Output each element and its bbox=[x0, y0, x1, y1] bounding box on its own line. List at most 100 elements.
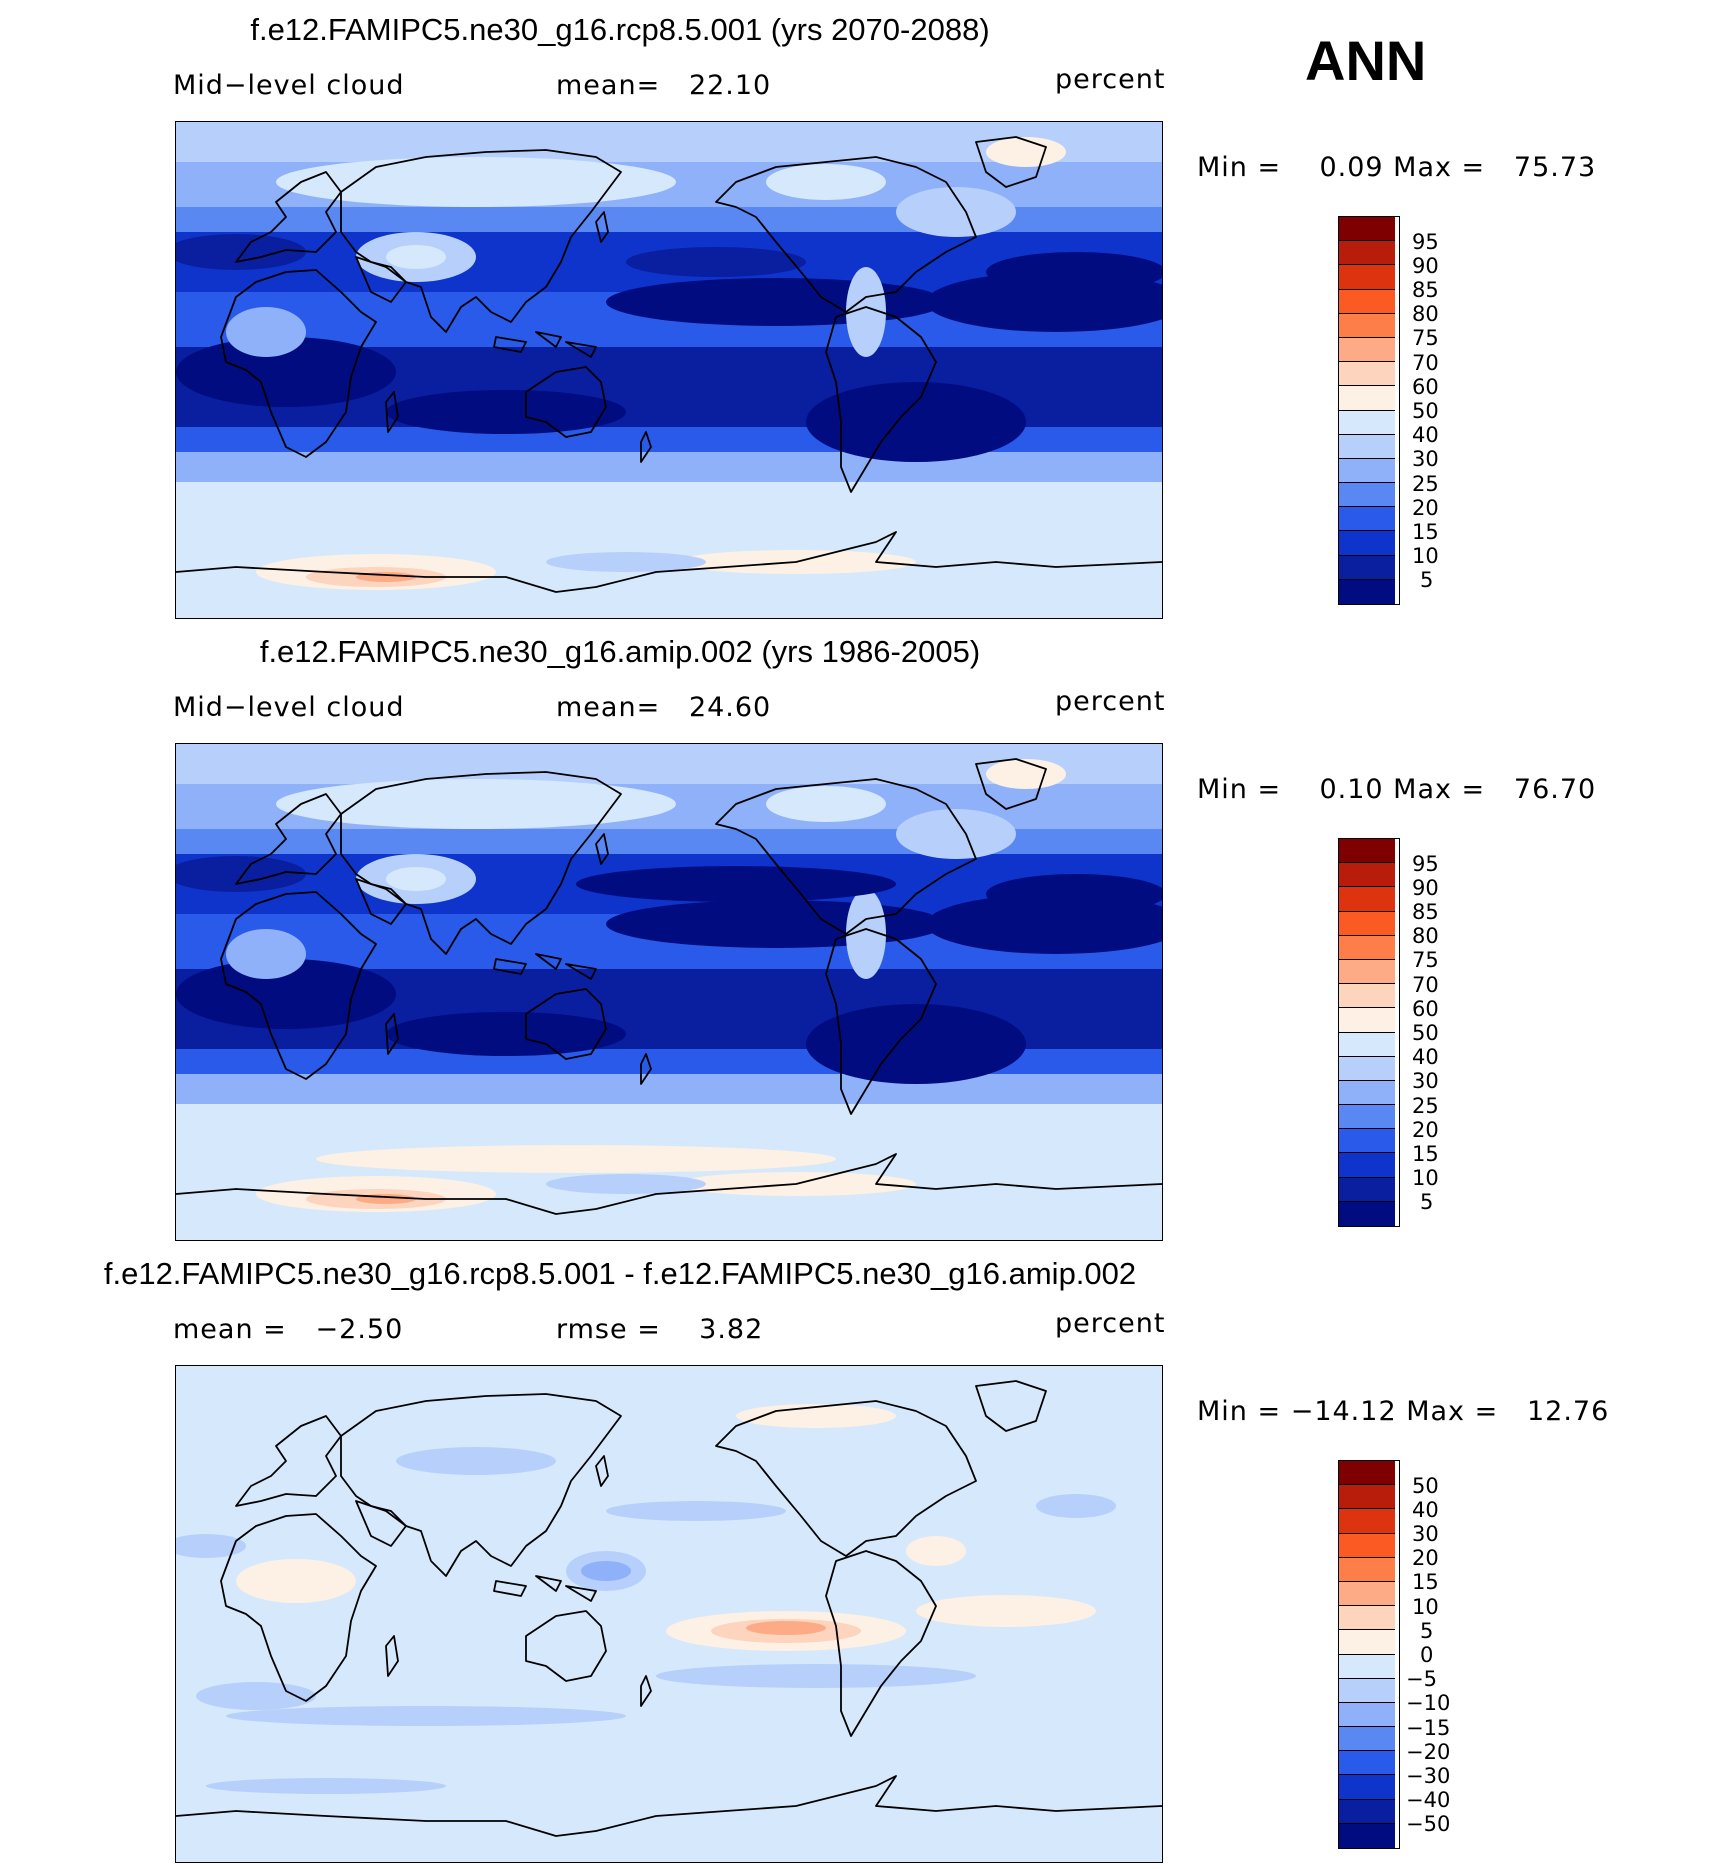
panel-difference: f.e12.FAMIPC5.ne30_g16.rcp8.5.001 - f.e1… bbox=[0, 1244, 1710, 1864]
colorbar-tick-label: 50 bbox=[1412, 399, 1439, 423]
variable-label: Mid−level cloud bbox=[173, 692, 405, 723]
colorbar-tick-label: −20 bbox=[1406, 1739, 1451, 1764]
colorbar-box bbox=[1339, 959, 1395, 985]
colorbar-box bbox=[1339, 386, 1395, 411]
colorbar-box bbox=[1339, 1533, 1395, 1558]
colorbar-box bbox=[1339, 1056, 1395, 1081]
colorbar-box bbox=[1339, 1606, 1395, 1631]
map-difference bbox=[175, 1365, 1163, 1863]
colorbar-tick-label: 70 bbox=[1412, 350, 1439, 375]
min-max-label: Min = 0.10 Max = 76.70 bbox=[1197, 774, 1597, 805]
colorbar-box bbox=[1339, 531, 1395, 556]
colorbar-tick-label: 95 bbox=[1412, 851, 1439, 876]
colorbar-tick-label: 75 bbox=[1412, 948, 1439, 973]
colorbar-box bbox=[1339, 507, 1395, 532]
colorbar-box bbox=[1339, 1751, 1395, 1776]
mean-label: mean = −2.50 bbox=[173, 1314, 404, 1345]
season-label: ANN bbox=[1305, 29, 1427, 92]
colorbar-box bbox=[1339, 1032, 1395, 1057]
colorbar-box bbox=[1339, 1461, 1395, 1486]
colorbar-box bbox=[1339, 458, 1395, 484]
colorbar-tick-label: −40 bbox=[1406, 1788, 1451, 1813]
colorbar-box bbox=[1339, 1177, 1395, 1202]
colorbar-tick-label: 5 bbox=[1420, 1618, 1434, 1643]
colorbar-tick-label: −5 bbox=[1406, 1667, 1437, 1692]
colorbar-box bbox=[1339, 1129, 1395, 1154]
contour-fill bbox=[176, 744, 1162, 1240]
colorbar-box bbox=[1339, 911, 1395, 936]
colorbar-tick-label: −15 bbox=[1406, 1715, 1451, 1740]
colorbar-tick-label: 20 bbox=[1412, 1117, 1439, 1142]
colorbar-box bbox=[1339, 1105, 1395, 1130]
colorbar-tick-label: 40 bbox=[1412, 1045, 1439, 1070]
colorbar-box bbox=[1339, 839, 1395, 864]
colorbar-tick-label: 10 bbox=[1412, 1594, 1439, 1619]
colorbar-box bbox=[1339, 1509, 1395, 1534]
colorbar-box bbox=[1339, 887, 1395, 912]
colorbar bbox=[1338, 1460, 1400, 1849]
colorbar-tick-label: 30 bbox=[1412, 447, 1439, 472]
colorbar-tick-label: 40 bbox=[1412, 423, 1439, 448]
colorbar-tick-label: 15 bbox=[1412, 520, 1439, 544]
panel-future: f.e12.FAMIPC5.ne30_g16.rcp8.5.001 (yrs 2… bbox=[0, 0, 1710, 620]
colorbar-box bbox=[1339, 984, 1395, 1009]
colorbar-box bbox=[1339, 217, 1395, 242]
colorbar-tick-label: 70 bbox=[1412, 972, 1439, 997]
colorbar-box bbox=[1339, 483, 1395, 508]
colorbar-tick-label: 80 bbox=[1412, 924, 1439, 949]
colorbar-tick-label: 75 bbox=[1412, 326, 1439, 351]
colorbar bbox=[1338, 838, 1400, 1227]
panel-historical: f.e12.FAMIPC5.ne30_g16.amip.002 (yrs 198… bbox=[0, 622, 1710, 1242]
colorbar-box bbox=[1339, 579, 1395, 604]
colorbar-box bbox=[1339, 555, 1395, 580]
colorbar-tick-label: −30 bbox=[1406, 1764, 1451, 1788]
colorbar-box bbox=[1339, 1557, 1395, 1582]
colorbar-tick-label: 0 bbox=[1420, 1643, 1434, 1667]
map-historical bbox=[175, 743, 1163, 1241]
colorbar-tick-label: 90 bbox=[1412, 253, 1439, 278]
colorbar-tick-label: 80 bbox=[1412, 302, 1439, 327]
colorbar-box bbox=[1339, 1080, 1395, 1106]
coastlines bbox=[176, 758, 1162, 1215]
contour-fill bbox=[176, 1366, 1162, 1862]
colorbar-box bbox=[1339, 1581, 1395, 1607]
mean-label: mean= 22.10 bbox=[556, 70, 772, 101]
colorbar-box bbox=[1339, 863, 1395, 888]
colorbar-tick-label: 50 bbox=[1412, 1473, 1439, 1498]
colorbar-box bbox=[1339, 1630, 1395, 1655]
coastlines bbox=[176, 1380, 1162, 1837]
colorbar-tick-label: 15 bbox=[1412, 1570, 1439, 1595]
colorbar-box bbox=[1339, 337, 1395, 363]
colorbar-tick-label: 20 bbox=[1412, 1546, 1439, 1571]
colorbar-tick-label: −10 bbox=[1406, 1691, 1451, 1716]
colorbar-tick-label: −50 bbox=[1406, 1812, 1451, 1837]
colorbar-tick-label: 60 bbox=[1412, 374, 1439, 399]
colorbar-box bbox=[1339, 1654, 1395, 1679]
colorbar-tick-label: 15 bbox=[1412, 1142, 1439, 1166]
colorbar-box bbox=[1339, 313, 1395, 338]
min-max-label: Min = −14.12 Max = 12.76 bbox=[1197, 1396, 1610, 1427]
units-label: percent bbox=[1055, 64, 1166, 95]
colorbar-tick-label: 30 bbox=[1412, 1069, 1439, 1094]
units-label: percent bbox=[1055, 1308, 1166, 1339]
colorbar-tick-label: 95 bbox=[1412, 229, 1439, 254]
coastlines bbox=[176, 136, 1162, 593]
colorbar-box bbox=[1339, 1727, 1395, 1752]
colorbar-box bbox=[1339, 1485, 1395, 1510]
colorbar-tick-label: 50 bbox=[1412, 1021, 1439, 1045]
rmse-label: rmse = 3.82 bbox=[556, 1314, 764, 1345]
colorbar-box bbox=[1339, 1702, 1395, 1728]
colorbar-tick-label: 10 bbox=[1412, 544, 1439, 569]
colorbar-tick-label: 20 bbox=[1412, 495, 1439, 520]
colorbar-box bbox=[1339, 410, 1395, 435]
colorbar bbox=[1338, 216, 1400, 605]
colorbar-box bbox=[1339, 1799, 1395, 1824]
panel-title: f.e12.FAMIPC5.ne30_g16.rcp8.5.001 (yrs 2… bbox=[250, 12, 990, 47]
colorbar-box bbox=[1339, 362, 1395, 387]
colorbar-tick-label: 40 bbox=[1412, 1497, 1439, 1522]
colorbar-box bbox=[1339, 289, 1395, 314]
map-future bbox=[175, 121, 1163, 619]
min-max-label: Min = 0.09 Max = 75.73 bbox=[1197, 152, 1597, 183]
colorbar-box bbox=[1339, 241, 1395, 266]
units-label: percent bbox=[1055, 686, 1166, 717]
